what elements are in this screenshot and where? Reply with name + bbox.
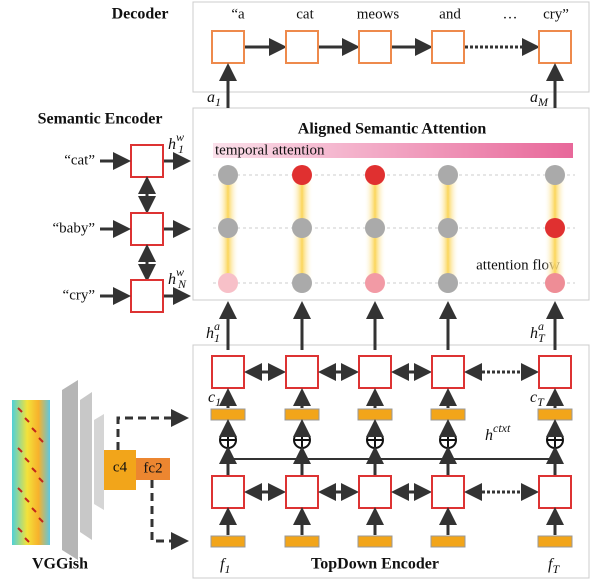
topdown-cell [539,476,571,508]
math-label: f1 [220,556,230,576]
label: “a [231,6,245,22]
symbol: h [168,136,176,153]
topdown-cell [539,356,571,388]
attention-node [545,218,565,238]
label: c4 [113,459,128,475]
topdown-cell [212,356,244,388]
topdown-cell [286,476,318,508]
dashed-arrow [118,418,186,450]
math-label: cT [530,389,545,409]
subscript: T [538,331,546,345]
subscript: T [537,395,545,409]
feature [211,409,245,420]
subscript: 1 [214,331,220,345]
attention-node [438,218,458,238]
feature [538,536,572,547]
label: cat [296,6,314,22]
attention-node [365,218,385,238]
symbol: h [206,325,214,342]
symbol: h [168,271,176,288]
feature [358,409,392,420]
math-label: ha1 [206,319,220,345]
label: Semantic Encoder [38,111,163,128]
topdown-cell [359,356,391,388]
semantic-cell [131,145,163,177]
feature [211,536,245,547]
symbol: h [485,427,493,444]
dashed-arrow [152,480,186,541]
topdown-cell [212,476,244,508]
symbol: a [207,89,215,106]
math-label: c1 [208,389,221,409]
spectrogram [12,400,50,545]
topdown-cell [432,476,464,508]
attention-node [292,165,312,185]
attention-node [218,273,238,293]
label: Decoder [112,6,169,23]
decoder-cell [359,31,391,63]
label: cry” [543,6,569,22]
label: “baby” [53,220,95,236]
cnn-slab [94,414,104,510]
feature [431,536,465,547]
decoder-cell [286,31,318,63]
subscript: 1 [215,395,221,409]
label: and [439,6,461,22]
subscript: 1 [215,95,221,109]
feature [431,409,465,420]
decoder-cell [432,31,464,63]
feature [285,409,319,420]
subscript: N [177,277,187,291]
label: temporal attention [215,142,325,158]
diagram: Decoder“acatmeowsand…cry”a1aMAligned Sem… [0,0,597,583]
attention-node [438,165,458,185]
superscript: ctxt [493,421,511,435]
symbol: h [530,325,538,342]
attention-node [438,273,458,293]
label: Aligned Semantic Attention [298,121,487,138]
topdown-cell [432,356,464,388]
topdown-cell [286,356,318,388]
attention-node [545,273,565,293]
label: VGGish [32,556,88,573]
attention-node [218,218,238,238]
feature [285,536,319,547]
symbol: c [208,389,215,406]
subscript: 1 [178,142,184,156]
subscript: T [552,562,560,576]
cnn-slab [80,392,92,540]
label: fc2 [143,460,162,476]
symbol: a [530,89,538,106]
attention-node [365,273,385,293]
feature [538,409,572,420]
attention-node [292,218,312,238]
attention-node [292,273,312,293]
attention-node [218,165,238,185]
decoder-cell [212,31,244,63]
attention-node [365,165,385,185]
label: meows [357,6,400,22]
label: “cry” [63,287,95,303]
math-label: fT [548,556,560,576]
topdown-cell [359,476,391,508]
semantic-cell [131,280,163,312]
label: TopDown Encoder [311,556,439,573]
symbol: c [530,389,537,406]
math-label: hctxt [485,421,511,444]
cnn-slab [62,380,78,560]
label: … [503,6,518,22]
attention-node [545,165,565,185]
feature [358,536,392,547]
label: “cat” [64,152,95,168]
semantic-cell [131,213,163,245]
subscript: M [537,95,549,109]
subscript: 1 [224,562,230,576]
decoder-cell [539,31,571,63]
